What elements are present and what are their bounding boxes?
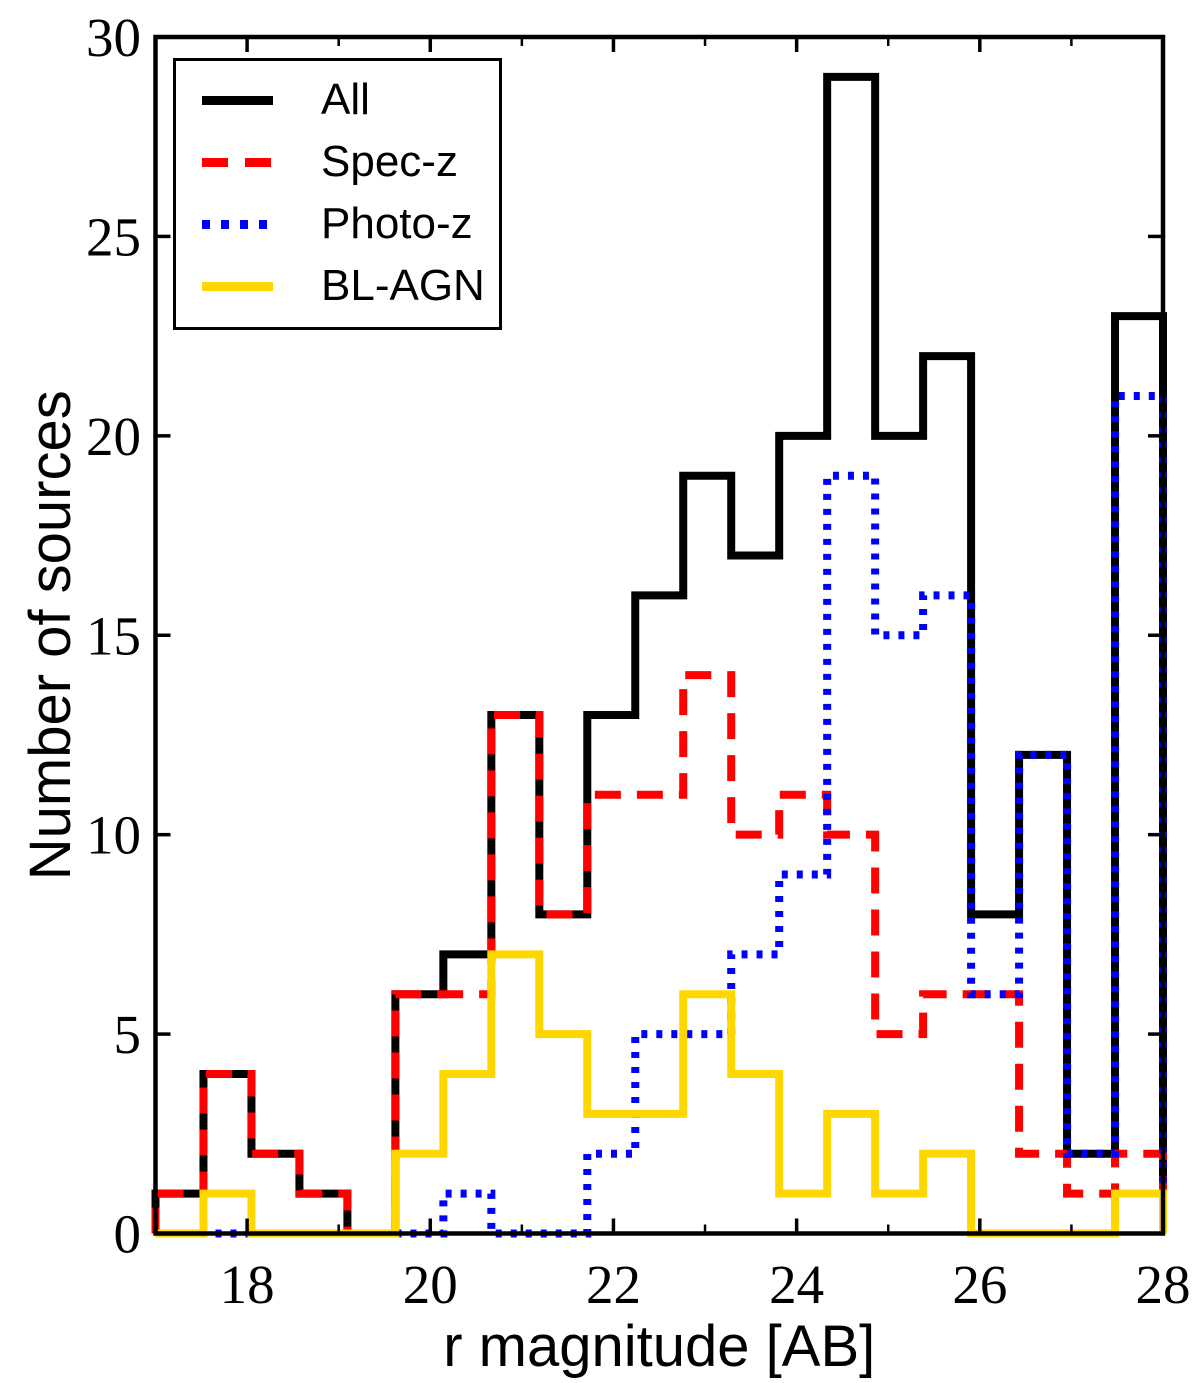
legend-label-photo-z: Photo-z (321, 199, 473, 248)
y-tick-label: 15 (86, 605, 141, 666)
series-line-photo-z (155, 391, 1167, 1238)
x-tick-label: 28 (1136, 1254, 1191, 1315)
legend-label-spec-z: Spec-z (321, 137, 458, 186)
y-tick-label: 25 (86, 206, 141, 267)
y-axis-label: Number of sources (18, 390, 83, 880)
legend-item-photo-z: Photo-z (176, 193, 499, 255)
y-tick-label: 5 (114, 1004, 142, 1065)
legend-label-bl-agn: BL-AGN (321, 261, 485, 310)
legend-line-sample-spec-z (202, 157, 273, 167)
y-tick-label: 20 (86, 406, 141, 467)
legend-item-bl-agn: BL-AGN (176, 255, 499, 317)
series-line-spec-z (151, 671, 1167, 1238)
y-tick-label: 30 (86, 7, 141, 68)
y-tick-label: 0 (114, 1204, 142, 1265)
y-tick-label: 10 (86, 805, 141, 866)
x-tick-label: 26 (952, 1254, 1007, 1315)
legend-label-all: All (321, 75, 370, 124)
legend-line-sample-bl-agn (202, 281, 273, 291)
x-tick-label: 22 (586, 1254, 641, 1315)
x-tick-label: 24 (769, 1254, 824, 1315)
x-axis-label: r magnitude [AB] (443, 1314, 875, 1379)
x-tick-label: 18 (220, 1254, 275, 1315)
legend-line-sample-all (202, 95, 273, 105)
x-tick-label: 20 (403, 1254, 458, 1315)
legend-item-all: All (176, 69, 499, 131)
legend-item-spec-z: Spec-z (176, 131, 499, 193)
legend-line-sample-photo-z (202, 219, 273, 229)
legend: All Spec-z Photo-z BL-AGN (173, 58, 502, 330)
